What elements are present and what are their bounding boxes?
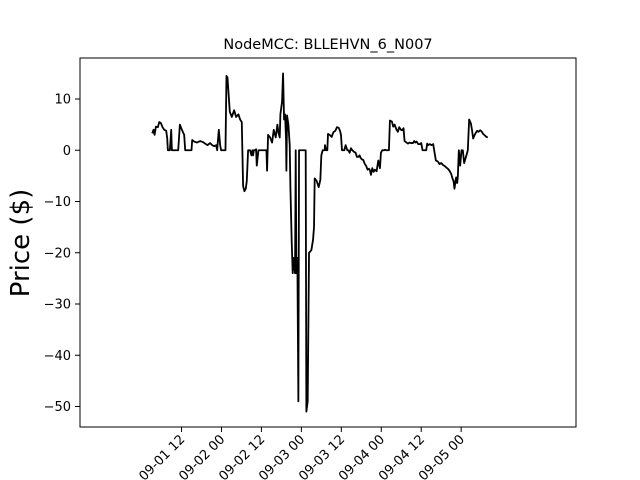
y-tick-label: 10 — [54, 93, 71, 108]
y-tick-label: −40 — [44, 349, 71, 364]
y-tick-label: −10 — [44, 195, 71, 210]
y-tick-label: 0 — [63, 144, 71, 159]
plot-frame — [79, 57, 577, 428]
chart-title: NodeMCC: BLLEHVN_6_N007 — [223, 37, 432, 53]
y-axis: 10 0 −10 −20 −30 −40 −50 — [44, 93, 80, 415]
price-series-line — [151, 72, 489, 413]
y-tick-label: −30 — [44, 298, 71, 313]
y-tick-label: −50 — [44, 400, 71, 415]
plot-area — [151, 72, 489, 413]
y-tick-label: −20 — [44, 246, 71, 261]
y-axis-label: Price ($) — [6, 189, 36, 298]
